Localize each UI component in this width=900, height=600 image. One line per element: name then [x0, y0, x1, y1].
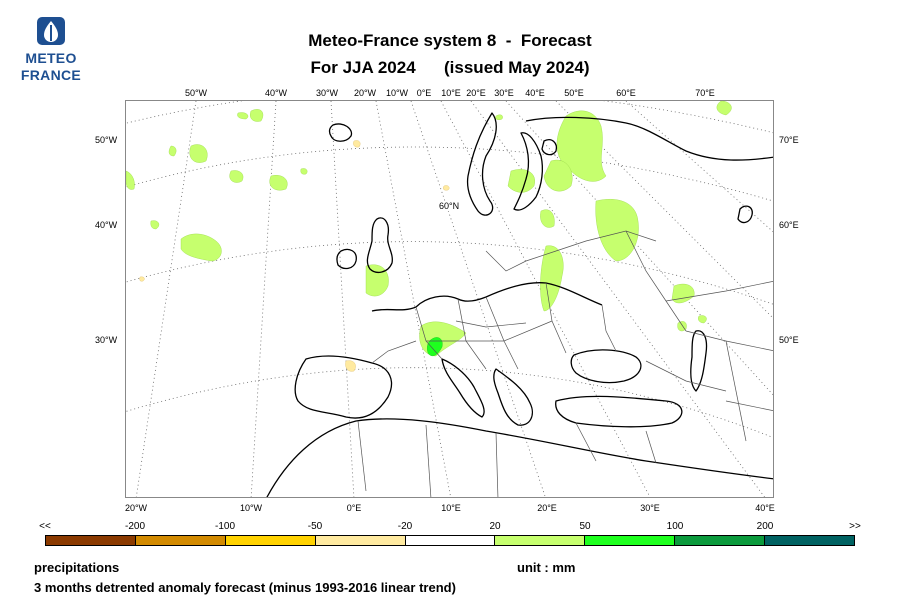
anomaly-patches-strong — [427, 337, 443, 357]
colorbar-tick-label: 100 — [666, 521, 684, 532]
left-grid-label: 50°W — [95, 135, 118, 145]
bottom-lon-label: 0°E — [346, 503, 362, 513]
colorbar-tick-label: 50 — [579, 521, 591, 532]
top-lon-label: 30°E — [494, 88, 514, 98]
top-lon-label: 10°W — [385, 88, 409, 98]
top-lon-label: 10°E — [441, 88, 461, 98]
anomaly-patches-negative — [139, 140, 450, 372]
colorbar-tick-label: 20 — [489, 521, 501, 532]
colorbar — [45, 535, 855, 546]
coastlines — [266, 112, 773, 497]
description-label: 3 months detrented anomaly forecast (min… — [34, 580, 456, 595]
bottom-lon-label: 10°E — [441, 503, 461, 513]
logo-drop-icon — [37, 17, 65, 45]
colorbar-tick-label: 200 — [756, 521, 774, 532]
chart-title: Meteo-France system 8 - Forecast — [308, 31, 592, 50]
map-panel: 60°N — [125, 100, 774, 498]
colorbar-swatch — [46, 536, 136, 545]
colorbar-tick-label: -200 — [124, 521, 146, 532]
variable-label: precipitations — [34, 560, 120, 575]
top-lon-label: 0°E — [416, 88, 432, 98]
top-lon-label: 40°E — [525, 88, 545, 98]
bottom-lon-label: 10°W — [239, 503, 263, 513]
colorbar-tick-label: -20 — [397, 521, 413, 532]
bottom-lon-label: 40°E — [755, 503, 775, 513]
colorbar-swatch — [585, 536, 676, 545]
top-lon-label: 70°E — [695, 88, 715, 98]
meteo-france-logo: METEO FRANCE — [16, 16, 86, 88]
top-lon-label: 20°E — [466, 88, 486, 98]
map-canvas — [126, 101, 773, 497]
colorbar-under-label: << — [39, 521, 51, 532]
country-borders — [357, 230, 773, 497]
top-lon-label: 50°E — [564, 88, 584, 98]
left-grid-label: 30°W — [95, 335, 118, 345]
inner-lat-label: 60°N — [438, 201, 461, 211]
right-grid-label: 50°E — [779, 335, 799, 345]
top-lon-label: 60°E — [616, 88, 636, 98]
colorbar-over-label: >> — [849, 521, 861, 532]
colorbar-swatch — [405, 536, 496, 545]
bottom-lon-label: 30°E — [640, 503, 660, 513]
top-lon-label: 50°W — [184, 88, 208, 98]
logo-text-france: FRANCE — [20, 67, 82, 83]
bottom-lon-label: 20°W — [124, 503, 148, 513]
top-lon-label: 20°W — [353, 88, 377, 98]
colorbar-swatch — [675, 536, 766, 545]
colorbar-swatch — [135, 536, 226, 545]
bottom-lon-label: 20°E — [537, 503, 557, 513]
right-grid-label: 60°E — [779, 220, 799, 230]
unit-label: unit : mm — [517, 560, 576, 575]
top-lon-label: 40°W — [264, 88, 288, 98]
colorbar-tick-label: -50 — [307, 521, 323, 532]
logo-text-meteo: METEO — [25, 50, 77, 66]
colorbar-tick-label: -100 — [214, 521, 236, 532]
top-lon-label: 30°W — [315, 88, 339, 98]
anomaly-patches-positive — [126, 101, 732, 357]
chart-subtitle: For JJA 2024 (issued May 2024) — [310, 58, 590, 77]
left-grid-label: 40°W — [95, 220, 118, 230]
colorbar-swatch — [765, 536, 855, 545]
colorbar-swatch — [225, 536, 316, 545]
right-grid-label: 70°E — [779, 135, 799, 145]
colorbar-swatch — [315, 536, 406, 545]
graticule — [126, 101, 773, 497]
colorbar-swatch — [495, 536, 586, 545]
